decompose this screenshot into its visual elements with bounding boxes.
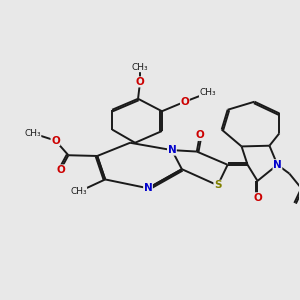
Text: S: S [214,180,221,190]
Text: CH₃: CH₃ [132,63,148,72]
Text: N: N [273,160,282,170]
Text: O: O [51,136,60,146]
Text: N: N [144,183,152,193]
Text: CH₃: CH₃ [200,88,216,98]
Text: O: O [195,130,204,140]
Text: O: O [136,77,144,87]
Text: O: O [181,97,189,107]
Text: CH₃: CH₃ [70,188,87,196]
Text: N: N [167,145,176,155]
Text: O: O [56,165,65,175]
Text: CH₃: CH₃ [24,129,41,138]
Text: O: O [253,193,262,203]
